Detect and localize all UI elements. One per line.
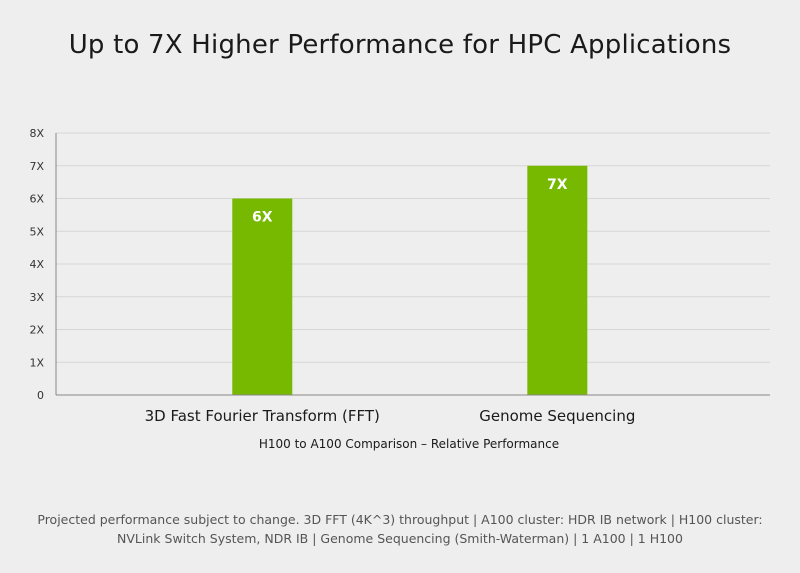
- y-tick-label: 6X: [29, 193, 44, 206]
- y-tick-label: 5X: [29, 225, 44, 238]
- y-tick-label: 8X: [29, 127, 44, 140]
- y-tick-label: 0: [37, 389, 44, 402]
- bar-1: [232, 198, 293, 395]
- bar-data-label: 6X: [252, 210, 273, 226]
- bars: [232, 165, 588, 395]
- x-axis-category-labels: 3D Fast Fourier Transform (FFT) Genome Se…: [145, 407, 636, 425]
- x-axis-title: H100 to A100 Comparison – Relative Perfo…: [259, 437, 559, 451]
- x-category-label: 3D Fast Fourier Transform (FFT): [145, 407, 380, 425]
- y-tick-label: 2X: [29, 324, 44, 337]
- bar-2: [527, 165, 588, 395]
- x-category-label: Genome Sequencing: [479, 407, 635, 425]
- y-tick-label: 1X: [29, 356, 44, 369]
- y-tick-label: 4X: [29, 258, 44, 271]
- y-axis-tick-labels: 0 1X 2X 3X 4X 5X 6X 7X 8X: [29, 127, 44, 402]
- chart-title: Up to 7X Higher Performance for HPC Appl…: [68, 30, 732, 60]
- footnote-line-2: NVLink Switch System, NDR IB | Genome Se…: [117, 531, 683, 546]
- y-tick-label: 7X: [29, 160, 44, 173]
- footnote-line-1: Projected performance subject to change.…: [37, 512, 763, 527]
- footnote: Projected performance subject to change.…: [20, 510, 780, 548]
- bar-data-labels: 6X 7X: [252, 177, 568, 226]
- gridlines: [56, 132, 770, 363]
- y-tick-label: 3X: [29, 291, 44, 304]
- bar-data-label: 7X: [547, 177, 568, 193]
